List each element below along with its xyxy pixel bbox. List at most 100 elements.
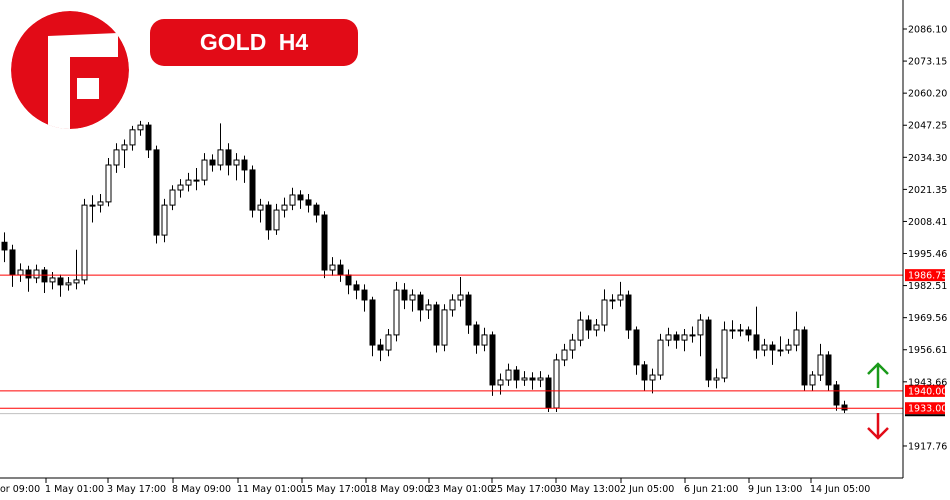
candle-body-bear: [321, 214, 328, 271]
candle: [425, 299, 432, 320]
candle-body-bull: [49, 277, 56, 283]
candle: [377, 338, 384, 362]
candle: [689, 326, 696, 343]
candle: [345, 269, 352, 295]
candle-body-bear: [297, 194, 304, 201]
candle-body-bear: [801, 329, 808, 386]
candle: [633, 326, 640, 375]
candle: [481, 327, 488, 352]
candle: [793, 311, 800, 352]
candle: [329, 257, 336, 276]
candle: [753, 306, 760, 359]
candle-body-bull: [17, 269, 24, 276]
y-tick-label: 1995.46: [908, 249, 947, 260]
candle-body-bear: [633, 329, 640, 366]
candle: [193, 167, 200, 191]
candle-body-bear: [41, 269, 48, 283]
candle-body-bull: [217, 149, 224, 166]
candle-body-bull: [657, 339, 664, 376]
candle: [449, 294, 456, 317]
candle-body-bull: [561, 349, 568, 361]
candle: [289, 187, 296, 211]
candle-body-bear: [473, 324, 480, 346]
x-tick-label: 14 Jun 05:00: [810, 484, 870, 495]
candle-body-bull: [537, 377, 544, 381]
candle-body-bull: [481, 334, 488, 346]
candle-body-bear: [641, 364, 648, 381]
price-axis: 2086.10 2073.15 2060.20 2047.25 2034.30 2021.…: [903, 25, 947, 452]
candle-body-bear: [9, 249, 16, 276]
candle-body-bear: [369, 299, 376, 346]
candle-body-bull: [329, 264, 336, 271]
candle-body-bull: [505, 369, 512, 381]
candle-body-bull: [89, 204, 96, 207]
x-tick-label: 25 May 17:00: [491, 484, 556, 495]
candle-body-bear: [753, 334, 760, 351]
candle: [129, 125, 136, 151]
candle-body-bear: [401, 289, 408, 301]
candle-body-bear: [313, 204, 320, 216]
candle-body-bear: [145, 124, 152, 151]
candle: [593, 319, 600, 337]
candle-body-bull: [289, 194, 296, 206]
candle-body-bull: [441, 309, 448, 346]
candle-body-bull: [409, 294, 416, 301]
candle: [257, 198, 264, 223]
candle-body-bull: [601, 299, 608, 326]
candle-body-bear: [337, 264, 344, 276]
candle-body-bear: [265, 204, 272, 231]
candles-layer: [1, 120, 848, 414]
candle: [713, 368, 720, 389]
candle: [777, 336, 784, 357]
candle-body-bull: [553, 359, 560, 409]
candle: [681, 328, 688, 352]
candle: [577, 311, 584, 347]
up-arrow-icon: [867, 362, 889, 388]
candle: [825, 351, 832, 391]
candle: [49, 271, 56, 290]
candle: [393, 281, 400, 342]
candle: [801, 326, 808, 391]
candle: [113, 143, 120, 173]
candle: [641, 361, 648, 391]
candle: [457, 276, 464, 307]
candle-body-bull: [425, 304, 432, 311]
level-price-tag: [905, 269, 945, 282]
candle-body-bull: [281, 204, 288, 211]
candle-body-bear: [433, 304, 440, 346]
candle: [809, 371, 816, 391]
y-tick-label: 2060.20: [908, 89, 947, 100]
candle-body-bull: [593, 324, 600, 331]
candle-body-bull: [105, 164, 112, 203]
candle-body-bull: [73, 279, 80, 284]
candle: [761, 338, 768, 357]
candle: [505, 363, 512, 386]
candle-body-bull: [201, 159, 208, 181]
candle-body-bear: [841, 404, 848, 411]
candle: [121, 139, 128, 168]
candle: [737, 324, 744, 337]
candle-body-bull: [113, 149, 120, 166]
level-price-label: 1986.73: [908, 271, 947, 282]
x-tick-label: 15 May 17:00: [301, 484, 366, 495]
candle: [721, 321, 728, 383]
y-tick-label: 1917.76: [908, 441, 947, 452]
candle: [89, 195, 96, 223]
candle-body-bull: [721, 329, 728, 379]
candle: [817, 343, 824, 381]
candle: [585, 315, 592, 339]
candle-body-bull: [497, 379, 504, 386]
candle: [673, 331, 680, 349]
candle: [569, 333, 576, 359]
candle: [497, 373, 504, 395]
candle-body-bull: [177, 184, 184, 191]
candle: [249, 165, 256, 218]
candle-body-bull: [817, 354, 824, 376]
y-tick-label: 1982.51: [908, 281, 947, 292]
candle: [137, 120, 144, 136]
candle-body-bull: [257, 204, 264, 211]
y-tick-label: 2034.30: [908, 153, 947, 164]
candle-body-bear: [585, 319, 592, 331]
candle: [553, 353, 560, 412]
